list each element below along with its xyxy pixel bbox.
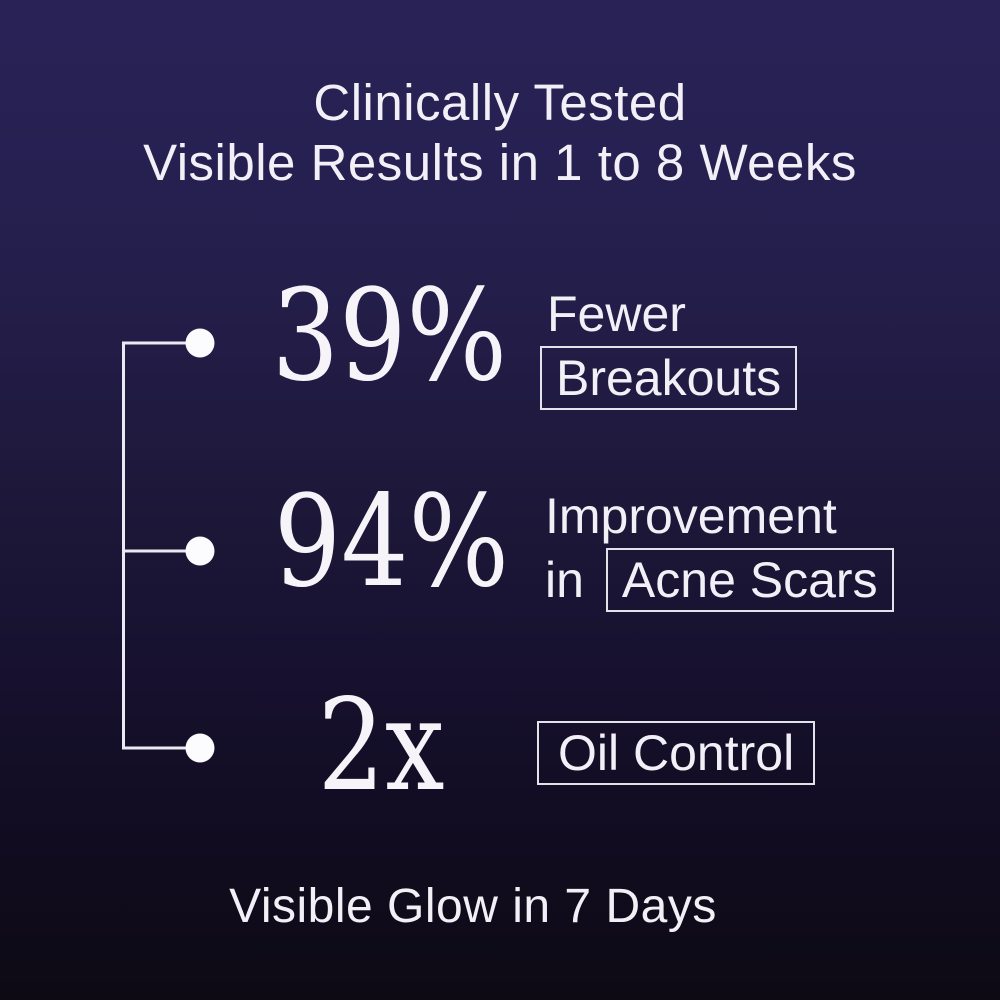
connector-dot-1 bbox=[185, 328, 215, 358]
stat-label-oil-control: Oil Control bbox=[537, 721, 816, 785]
stat-label-plain: in bbox=[545, 552, 584, 608]
stat-label-boxed: Oil Control bbox=[537, 721, 816, 785]
connector-dot-2 bbox=[185, 536, 215, 566]
bracket-line bbox=[122, 341, 198, 750]
stat-label-plain: Fewer bbox=[547, 286, 686, 342]
header-line1: Clinically Tested bbox=[313, 74, 687, 131]
stat-label-boxed: Acne Scars bbox=[605, 548, 894, 612]
header: Clinically Tested Visible Results in 1 t… bbox=[0, 73, 1000, 193]
footer-text: Visible Glow in 7 Days bbox=[229, 880, 717, 933]
stat-label-boxed: Breakouts bbox=[540, 346, 798, 410]
stat-label-plain: Improvement bbox=[545, 488, 837, 544]
stat-value-oil-control: 2x bbox=[317, 672, 445, 819]
header-line2: Visible Results in 1 to 8 Weeks bbox=[143, 134, 857, 191]
stat-value-breakouts: 39% bbox=[271, 262, 508, 409]
stat-value-acne-scars: 94% bbox=[273, 468, 510, 615]
stat-label-breakouts: Fewer Breakouts bbox=[540, 286, 798, 410]
stat-label-acne-scars: Improvement in Acne Scars bbox=[545, 489, 894, 612]
connector-dot-3 bbox=[185, 733, 215, 763]
